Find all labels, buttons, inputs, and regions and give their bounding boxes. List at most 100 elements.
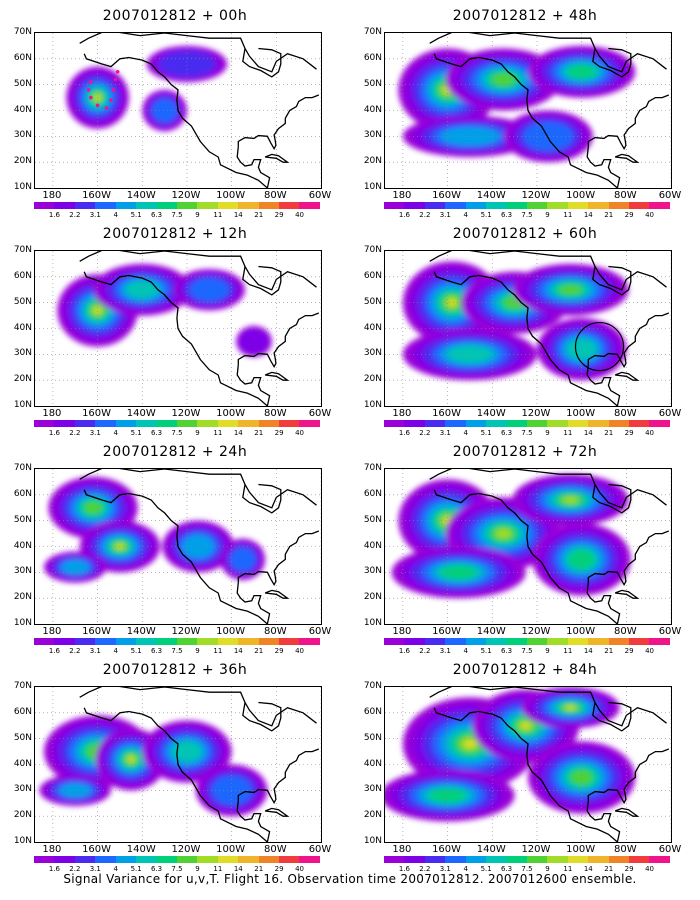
colorbar-swatch <box>547 856 568 863</box>
coastline <box>586 582 621 624</box>
latitude-label: 60N <box>363 52 382 63</box>
colorbar-swatch <box>588 638 609 645</box>
colorbar-swatch <box>279 202 300 209</box>
latitude-label: 10N <box>363 182 382 192</box>
panel-title: 2007012812 + 60h <box>452 226 598 242</box>
colorbar-swatch <box>197 856 218 863</box>
colorbar-swatch <box>526 856 548 863</box>
colorbar-label: 4 <box>463 211 468 219</box>
panel-title: 2007012812 + 72h <box>452 444 598 460</box>
coastline <box>587 748 670 805</box>
coastline <box>83 489 268 624</box>
figure-caption: Signal Variance for u,v,T. Flight 16. Ob… <box>63 872 637 886</box>
panel-title: 2007012812 + 12h <box>102 226 248 242</box>
colorbar-label: 9 <box>545 865 550 873</box>
colorbar-swatch <box>506 202 527 209</box>
colorbar-label: 6.3 <box>150 647 163 655</box>
variance-contour <box>495 528 511 539</box>
latitude-label: 30N <box>13 130 32 141</box>
latitude-label: 40N <box>13 540 32 551</box>
colorbar-label: 2.2 <box>69 647 81 655</box>
colorbar-swatch <box>54 202 75 209</box>
colorbar-label: 5.1 <box>130 429 142 437</box>
colorbar-label: 2.2 <box>419 211 431 219</box>
colorbar-swatch <box>176 856 198 863</box>
colorbar-label: 14 <box>233 429 243 437</box>
colorbar-swatch <box>547 638 568 645</box>
panel-title: 2007012812 + 48h <box>452 8 598 24</box>
colorbar <box>384 202 670 209</box>
variance-contour <box>152 98 178 123</box>
latitude-label: 50N <box>363 732 382 743</box>
colorbar-swatch <box>238 638 259 645</box>
variance-contour <box>567 65 596 79</box>
colorbar-label: 9 <box>195 647 200 655</box>
flight-track-point <box>113 77 118 82</box>
variance-map <box>35 469 321 624</box>
variance-contour <box>492 73 515 86</box>
latitude-label: 50N <box>13 514 32 525</box>
coastline <box>264 589 290 599</box>
latitude-label: 20N <box>13 156 32 167</box>
colorbar-swatch <box>526 638 548 645</box>
colorbar-swatch <box>547 420 568 427</box>
coastline <box>587 530 670 587</box>
latitude-label: 10N <box>13 618 32 628</box>
coastline <box>237 530 320 587</box>
colorbar-label: 4 <box>113 211 118 219</box>
colorbar-swatch <box>299 420 320 427</box>
longitude-label: 80W <box>614 626 637 637</box>
verification-region-circle <box>574 321 625 372</box>
latitude-label: 40N <box>13 104 32 115</box>
colorbar-swatch <box>649 856 670 863</box>
coastline <box>264 807 290 817</box>
longitude-label: 120W <box>521 844 551 855</box>
colorbar-swatch <box>445 638 466 645</box>
coastline <box>586 146 621 188</box>
map-frame <box>384 250 672 407</box>
colorbar-swatch <box>384 420 405 427</box>
colorbar-label: 6.3 <box>150 211 163 219</box>
colorbar-label: 29 <box>624 865 634 873</box>
colorbar-swatch <box>95 202 116 209</box>
latitude-label: 30N <box>363 130 382 141</box>
colorbar-label: 21 <box>254 211 264 219</box>
colorbar-swatch <box>526 202 548 209</box>
longitude-label: 120W <box>171 844 201 855</box>
colorbar-label: 7.5 <box>521 211 533 219</box>
colorbar-swatch <box>486 638 507 645</box>
colorbar-label: 2.2 <box>419 647 431 655</box>
colorbar-label: 14 <box>233 865 243 873</box>
colorbar-swatch <box>95 638 116 645</box>
colorbar-swatch <box>217 420 239 427</box>
colorbar <box>384 638 670 645</box>
latitude-label: 40N <box>363 540 382 551</box>
colorbar-swatch <box>299 638 320 645</box>
colorbar-label: 29 <box>274 429 284 437</box>
colorbar-swatch <box>217 202 239 209</box>
colorbar-swatch <box>197 638 218 645</box>
colorbar-label: 9 <box>195 211 200 219</box>
longitude-label: 60W <box>308 190 332 201</box>
colorbar-label: 5.1 <box>480 429 492 437</box>
colorbar-swatch <box>486 856 507 863</box>
panel-title: 2007012812 + 24h <box>102 444 248 460</box>
latitude-label: 10N <box>363 618 382 628</box>
coastline <box>79 33 317 73</box>
variance-contour <box>571 770 592 785</box>
latitude-label: 70N <box>363 245 382 255</box>
longitude-label: 80W <box>264 626 287 637</box>
colorbar-swatch <box>384 638 405 645</box>
latitude-label: 50N <box>363 78 382 89</box>
colorbar-label: 4 <box>463 865 468 873</box>
longitude-label: 140W <box>126 626 156 637</box>
colorbar-swatch <box>486 202 507 209</box>
longitude-label: 60W <box>308 408 332 419</box>
flight-track-point <box>89 95 93 100</box>
colorbar-swatch <box>279 856 300 863</box>
colorbar-swatch <box>506 638 527 645</box>
flight-track-point <box>111 88 116 92</box>
colorbar-swatch <box>465 856 487 863</box>
colorbar-label: 4 <box>113 647 118 655</box>
colorbar-label: 14 <box>583 865 593 873</box>
